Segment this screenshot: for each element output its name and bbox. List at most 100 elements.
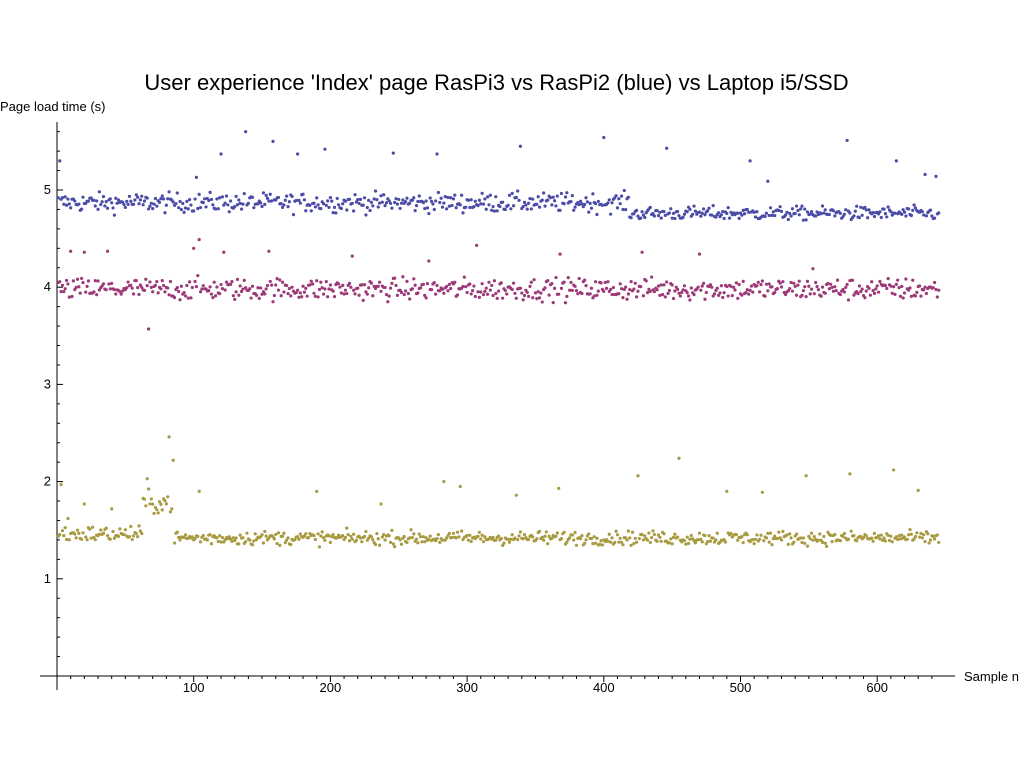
data-point <box>352 288 356 292</box>
data-point <box>763 214 767 219</box>
data-point <box>882 207 886 211</box>
data-point <box>229 282 233 286</box>
data-point <box>378 543 382 547</box>
data-point <box>826 281 830 285</box>
data-point <box>159 502 163 506</box>
data-point <box>589 206 594 210</box>
data-point <box>304 286 308 290</box>
data-point <box>574 543 579 547</box>
data-point <box>498 204 502 209</box>
data-point <box>354 200 358 204</box>
data-point <box>275 541 279 546</box>
data-point <box>105 206 110 210</box>
data-point <box>781 529 785 534</box>
data-point <box>172 295 177 300</box>
data-point <box>755 533 759 537</box>
data-point <box>845 282 849 287</box>
data-point <box>747 292 751 296</box>
data-point <box>637 536 641 541</box>
data-point <box>332 205 337 210</box>
data-point <box>290 285 294 289</box>
data-point <box>406 291 410 296</box>
data-point <box>522 200 527 205</box>
data-point <box>696 285 700 289</box>
data-point <box>759 533 763 537</box>
data-point <box>171 200 175 204</box>
data-point <box>160 508 164 512</box>
data-point <box>250 284 255 288</box>
data-point <box>748 159 752 163</box>
data-point <box>349 534 353 539</box>
data-point <box>807 284 811 288</box>
data-point <box>676 535 680 539</box>
data-point <box>699 288 703 292</box>
data-point <box>349 285 353 289</box>
data-point <box>464 285 468 289</box>
data-point <box>99 528 103 532</box>
data-point <box>142 199 147 203</box>
data-point <box>751 538 755 542</box>
data-point <box>391 542 395 546</box>
data-point <box>116 198 121 202</box>
data-point <box>167 190 171 194</box>
data-point <box>346 532 350 537</box>
data-point <box>384 292 389 297</box>
data-point <box>126 202 130 206</box>
data-point <box>81 280 85 285</box>
data-point <box>264 193 268 197</box>
data-point <box>551 301 555 305</box>
data-point <box>889 284 893 288</box>
data-point <box>368 208 372 213</box>
data-point <box>473 294 477 299</box>
data-point <box>636 474 640 478</box>
data-point <box>274 532 278 537</box>
data-point <box>822 534 826 539</box>
data-point <box>645 291 650 295</box>
data-point <box>129 283 133 287</box>
data-point <box>784 292 788 297</box>
data-point <box>710 213 714 217</box>
data-point <box>499 281 503 285</box>
data-point <box>241 536 245 540</box>
data-point <box>518 286 523 290</box>
data-point <box>852 533 856 538</box>
data-point <box>492 209 497 213</box>
data-point <box>721 209 725 214</box>
data-point <box>286 205 290 209</box>
data-point <box>934 287 938 292</box>
data-point <box>390 528 394 532</box>
data-point <box>387 534 391 538</box>
data-point <box>678 294 682 298</box>
data-point <box>758 537 762 541</box>
data-point <box>80 276 84 281</box>
data-point <box>413 209 417 213</box>
data-point <box>213 294 218 298</box>
data-point <box>155 507 159 512</box>
data-point <box>919 294 923 298</box>
data-point <box>766 289 770 293</box>
data-point <box>915 290 919 294</box>
data-point <box>859 205 863 209</box>
data-point <box>223 288 227 292</box>
data-point <box>342 292 346 296</box>
x-axis-label: Sample n <box>964 669 1019 684</box>
data-point <box>889 534 893 538</box>
data-point <box>136 535 140 539</box>
data-point <box>178 538 182 542</box>
data-point <box>323 147 327 151</box>
data-point <box>825 544 829 548</box>
data-point <box>547 534 551 538</box>
data-point <box>629 543 633 548</box>
data-point <box>565 191 569 195</box>
data-point <box>157 200 162 205</box>
data-point <box>686 541 691 546</box>
data-point <box>708 539 713 543</box>
data-point <box>458 203 462 207</box>
data-point <box>189 296 193 300</box>
data-point <box>123 528 127 532</box>
data-point <box>136 285 140 290</box>
data-point <box>503 207 507 212</box>
data-point <box>204 205 208 209</box>
data-point <box>693 541 697 545</box>
data-point <box>723 540 728 544</box>
